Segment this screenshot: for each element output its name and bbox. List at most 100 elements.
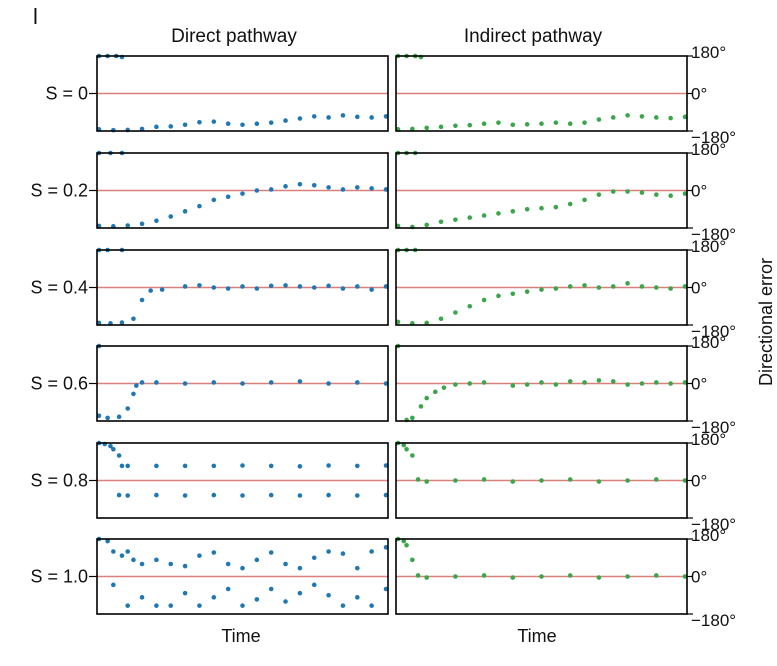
data-point-direct xyxy=(268,492,274,498)
data-point-direct xyxy=(268,120,274,125)
data-point-indirect xyxy=(481,213,487,218)
y-tick-label: −180° xyxy=(691,418,736,437)
y-tick-label: 0° xyxy=(691,182,707,201)
data-point-indirect xyxy=(438,219,444,225)
data-point-indirect xyxy=(510,122,516,128)
data-point-direct xyxy=(139,297,145,303)
data-point-direct xyxy=(297,181,303,187)
data-point-direct xyxy=(96,320,102,326)
data-point-indirect xyxy=(682,574,688,579)
data-point-indirect xyxy=(625,113,630,118)
data-point-indirect xyxy=(610,284,616,289)
data-point-indirect xyxy=(654,115,659,120)
data-point-direct xyxy=(168,561,174,567)
data-point-direct xyxy=(326,115,331,120)
panel-frame xyxy=(96,249,389,326)
data-point-direct xyxy=(168,603,174,608)
data-point-direct xyxy=(139,221,145,227)
data-point-direct xyxy=(369,603,374,608)
data-point-indirect xyxy=(654,573,659,578)
data-point-direct xyxy=(326,492,331,498)
data-point-direct xyxy=(340,603,346,608)
data-point-direct xyxy=(283,599,288,604)
data-point-direct xyxy=(240,463,245,468)
y-tick-label: −180° xyxy=(691,225,736,244)
data-point-direct xyxy=(108,443,113,449)
data-point-direct xyxy=(154,557,159,563)
data-point-direct xyxy=(383,381,389,386)
data-point-direct xyxy=(355,185,360,190)
data-point-direct xyxy=(340,187,346,192)
data-point-direct xyxy=(297,464,303,469)
data-point-direct xyxy=(182,590,188,596)
data-point-direct xyxy=(182,381,188,386)
data-point-direct xyxy=(383,545,389,550)
data-point-indirect xyxy=(639,284,645,289)
y-tick-label: 0° xyxy=(691,279,707,298)
data-point-direct xyxy=(240,284,245,289)
data-point-direct xyxy=(154,218,159,224)
data-point-indirect xyxy=(582,283,587,288)
data-point-direct xyxy=(125,463,130,469)
data-point-indirect xyxy=(510,209,516,214)
data-point-direct xyxy=(326,463,331,468)
data-point-direct xyxy=(225,586,231,592)
data-point-indirect xyxy=(424,222,430,228)
data-point-direct xyxy=(139,126,145,132)
data-point-direct xyxy=(211,119,217,124)
data-point-direct xyxy=(182,284,188,289)
data-point-indirect xyxy=(424,125,430,131)
data-point-indirect xyxy=(539,380,544,385)
row-label: S = 0.6 xyxy=(30,374,88,394)
data-point-direct xyxy=(197,553,202,558)
data-point-indirect xyxy=(395,223,401,229)
data-point-direct xyxy=(283,184,288,189)
data-point-direct xyxy=(116,492,122,498)
data-point-indirect xyxy=(438,124,444,130)
data-point-direct xyxy=(355,493,360,498)
data-point-direct xyxy=(254,286,260,291)
data-point-direct xyxy=(96,413,102,419)
data-point-indirect xyxy=(510,291,516,297)
data-point-direct xyxy=(355,114,360,120)
data-point-direct xyxy=(326,381,331,386)
data-point-direct xyxy=(311,182,317,188)
panel-direct xyxy=(96,440,389,519)
data-point-direct xyxy=(268,187,274,192)
panel-indirect xyxy=(395,150,688,230)
data-point-direct xyxy=(125,549,130,554)
data-point-indirect xyxy=(424,395,430,401)
data-point-direct xyxy=(168,124,174,129)
data-point-indirect xyxy=(682,284,688,289)
data-point-indirect xyxy=(453,217,458,222)
data-point-indirect xyxy=(441,385,447,390)
data-point-direct xyxy=(225,194,231,200)
panels-grid: S = 0 180° 0° −180° S = 0.2 180° 0° −180° S = 0.… xyxy=(30,43,736,630)
data-point-direct xyxy=(383,492,389,498)
data-point-direct xyxy=(139,380,145,385)
data-point-indirect xyxy=(404,446,409,452)
panel-direct xyxy=(96,343,389,422)
y-tick-label: 0° xyxy=(691,85,707,104)
data-point-indirect xyxy=(510,383,516,388)
data-point-direct xyxy=(326,592,331,598)
data-point-direct xyxy=(119,320,125,325)
panel-indirect xyxy=(395,536,688,615)
data-point-indirect xyxy=(625,574,630,579)
data-point-indirect xyxy=(668,381,673,386)
data-point-indirect xyxy=(567,379,573,384)
data-point-indirect xyxy=(582,380,587,385)
y-tick-label: 180° xyxy=(691,43,726,62)
data-point-direct xyxy=(119,463,125,469)
data-point-indirect xyxy=(668,115,673,121)
data-point-direct xyxy=(326,283,331,289)
data-point-direct xyxy=(383,284,389,289)
panel-direct xyxy=(96,247,389,326)
data-point-indirect xyxy=(410,453,415,458)
data-point-direct xyxy=(283,283,288,288)
data-point-direct xyxy=(326,185,331,190)
data-point-direct xyxy=(125,493,130,498)
data-point-direct xyxy=(369,115,374,120)
data-point-indirect xyxy=(582,197,587,203)
